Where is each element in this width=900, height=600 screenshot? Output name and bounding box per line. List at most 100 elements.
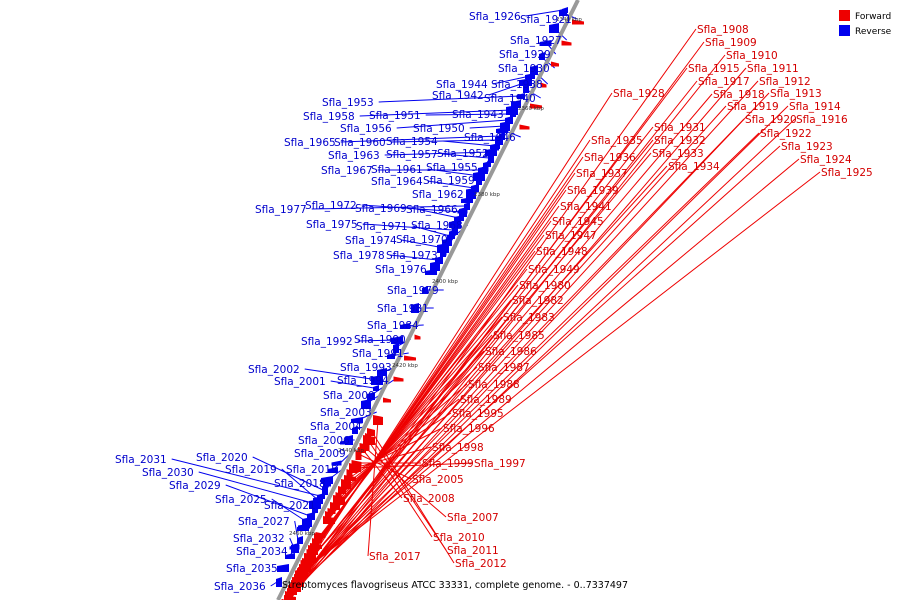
reverse-gene (285, 553, 295, 559)
gene-label: Sfla_1940 (484, 93, 536, 105)
leader-line (353, 446, 432, 469)
leader-line (306, 165, 668, 564)
gene-label: Sfla_1908 (697, 24, 749, 36)
reverse-gene (530, 65, 538, 75)
gene-label: Sfla_2029 (169, 480, 221, 492)
gene-label: Sfla_1945 (552, 216, 604, 228)
reverse-gene (559, 8, 567, 16)
leader-line (289, 92, 770, 597)
leader-line (378, 95, 521, 103)
reverse-gene (352, 426, 358, 434)
gene-label: Sfla_1963 (328, 150, 380, 162)
forward-gene (540, 82, 547, 88)
reverse-gene (367, 392, 375, 400)
gene-label: Sfla_1910 (726, 50, 778, 62)
kbp-tick-label: 2460 kbp (289, 531, 315, 537)
gene-label: Sfla_2001 (274, 376, 326, 388)
gene-label: Sfla_1931 (654, 122, 706, 134)
kbp-tick-label: 2340 kbp (556, 17, 582, 23)
gene-label: Sfla_1975 (306, 219, 358, 231)
leader-line (469, 125, 506, 129)
gene-label: Sfla_1925 (821, 167, 873, 179)
gene-label: Sfla_1909 (705, 37, 757, 49)
reverse-gene (466, 187, 478, 193)
gene-label: Sfla_1999 (422, 458, 474, 470)
gene-label: Sfla_1962 (412, 189, 464, 201)
reverse-gene (411, 303, 419, 313)
gene-label: Sfla_2008 (403, 493, 455, 505)
forward-gene (351, 460, 362, 466)
gene-label: Sfla_2015 (286, 464, 338, 476)
reverse-gene (340, 439, 352, 445)
forward-gene (561, 40, 572, 46)
forward-gene (519, 124, 530, 130)
gene-label: Sfla_2017 (369, 551, 421, 563)
gene-label: Sfla_1941 (560, 201, 612, 213)
leader-line (340, 366, 478, 496)
forward-gene (404, 355, 416, 361)
leader-line (294, 520, 299, 541)
reverse-gene (361, 399, 371, 409)
gene-label: Sfla_1928 (613, 88, 665, 100)
reverse-gene (457, 208, 468, 214)
gene-label: Sfla_1913 (770, 88, 822, 100)
gene-label: Sfla_2006 (298, 435, 350, 447)
reverse-gene (496, 127, 508, 133)
leader-line (345, 398, 460, 485)
gene-label: Sfla_1951 (369, 110, 421, 122)
gene-label: Sfla_1968 (411, 220, 463, 232)
leader-line (291, 80, 759, 593)
leader-line (353, 462, 474, 469)
gene-label: Sfla_1918 (713, 89, 765, 101)
reverse-gene (454, 215, 464, 221)
gene-label: Sfla_1995 (452, 408, 504, 420)
gene-label: Sfla_2003 (320, 407, 372, 419)
leader-line (288, 67, 747, 599)
gene-label: Sfla_2025 (215, 494, 267, 506)
reverse-gene (549, 23, 559, 33)
gene-label: Sfla_1993 (340, 362, 392, 374)
gene-label: Sfla_1973 (386, 250, 438, 262)
gene-label: Sfla_1957 (386, 149, 438, 161)
forward-gene (530, 103, 542, 109)
leader-line (362, 223, 454, 231)
gene-label: Sfla_2007 (447, 512, 499, 524)
gene-label: Sfla_1966 (406, 204, 458, 216)
gene-label: Sfla_1953 (322, 97, 374, 109)
gene-label: Sfla_2035 (226, 563, 278, 575)
reverse-gene (483, 161, 491, 167)
kbp-tick-label: 2400 kbp (432, 279, 458, 285)
leader-line (427, 168, 481, 177)
leader-line (442, 140, 496, 147)
gene-features (276, 7, 584, 600)
leader-line (427, 180, 475, 189)
gene-label: Sfla_1990 (354, 334, 406, 346)
genome-caption: Streptomyces flavogriseus ATCC 33331, co… (282, 580, 628, 591)
gene-label: Sfla_1948 (536, 246, 588, 258)
gene-label: Sfla_1914 (789, 101, 841, 113)
gene-label: Sfla_1971 (356, 221, 408, 233)
reverse-gene (523, 83, 529, 93)
gene-label: Sfla_2009 (294, 448, 346, 460)
gene-label: Sfla_1959 (423, 175, 475, 187)
reverse-gene (400, 323, 410, 329)
gene-label: Sfla_1916 (796, 114, 848, 126)
gene-label: Sfla_1950 (413, 123, 465, 135)
gene-label: Sfla_1958 (303, 111, 355, 123)
reverse-gene (495, 135, 503, 145)
gene-label: Sfla_1946 (464, 132, 516, 144)
gene-label: Sfla_1911 (747, 63, 799, 75)
leader-line (367, 419, 379, 557)
leader-line (364, 446, 447, 518)
genome-axis (276, 0, 580, 600)
gene-label: Sfla_1929 (499, 49, 551, 61)
leader-line (442, 153, 490, 159)
gene-label: Sfla_1912 (759, 76, 811, 88)
forward-gene (383, 397, 391, 403)
reverse-gene (482, 166, 489, 172)
leader-line (351, 427, 443, 474)
reverse-gene (377, 368, 387, 376)
forward-gene (414, 334, 421, 340)
gene-label: Sfla_1987 (478, 362, 530, 374)
